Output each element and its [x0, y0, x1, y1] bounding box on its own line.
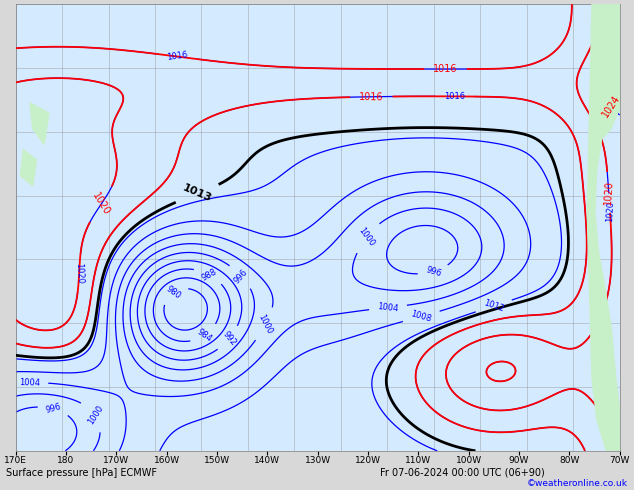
- Polygon shape: [587, 4, 619, 451]
- Text: 1024: 1024: [600, 51, 619, 74]
- Text: 1016: 1016: [167, 51, 189, 62]
- Text: 1012: 1012: [482, 298, 505, 314]
- Text: 1008: 1008: [410, 309, 433, 324]
- Text: 1016: 1016: [433, 64, 458, 74]
- Text: 980: 980: [164, 284, 182, 301]
- Text: 1013: 1013: [181, 183, 214, 204]
- Text: 984: 984: [196, 327, 214, 343]
- Text: 1016: 1016: [444, 92, 465, 101]
- Text: 1024: 1024: [600, 93, 622, 119]
- Text: 1020: 1020: [74, 262, 84, 284]
- Text: 1000: 1000: [357, 226, 377, 248]
- Polygon shape: [20, 149, 37, 186]
- Text: 996: 996: [425, 265, 443, 278]
- Text: Surface pressure [hPa] ECMWF: Surface pressure [hPa] ECMWF: [6, 468, 157, 478]
- Text: 996: 996: [44, 402, 62, 416]
- Text: 1004: 1004: [377, 302, 399, 313]
- Text: 992: 992: [221, 330, 238, 348]
- Text: ©weatheronline.co.uk: ©weatheronline.co.uk: [527, 479, 628, 488]
- Text: 988: 988: [200, 267, 218, 282]
- Text: 1004: 1004: [18, 378, 40, 388]
- Text: 1000: 1000: [86, 404, 105, 426]
- Polygon shape: [606, 4, 619, 87]
- Polygon shape: [30, 103, 49, 145]
- Text: 1016: 1016: [359, 92, 384, 102]
- Text: 1020: 1020: [605, 201, 615, 222]
- Text: 1020: 1020: [603, 180, 614, 205]
- Text: Fr 07-06-2024 00:00 UTC (06+90): Fr 07-06-2024 00:00 UTC (06+90): [380, 468, 545, 478]
- Text: 1000: 1000: [257, 313, 274, 336]
- Text: 996: 996: [233, 267, 250, 285]
- Text: 1020: 1020: [90, 191, 112, 218]
